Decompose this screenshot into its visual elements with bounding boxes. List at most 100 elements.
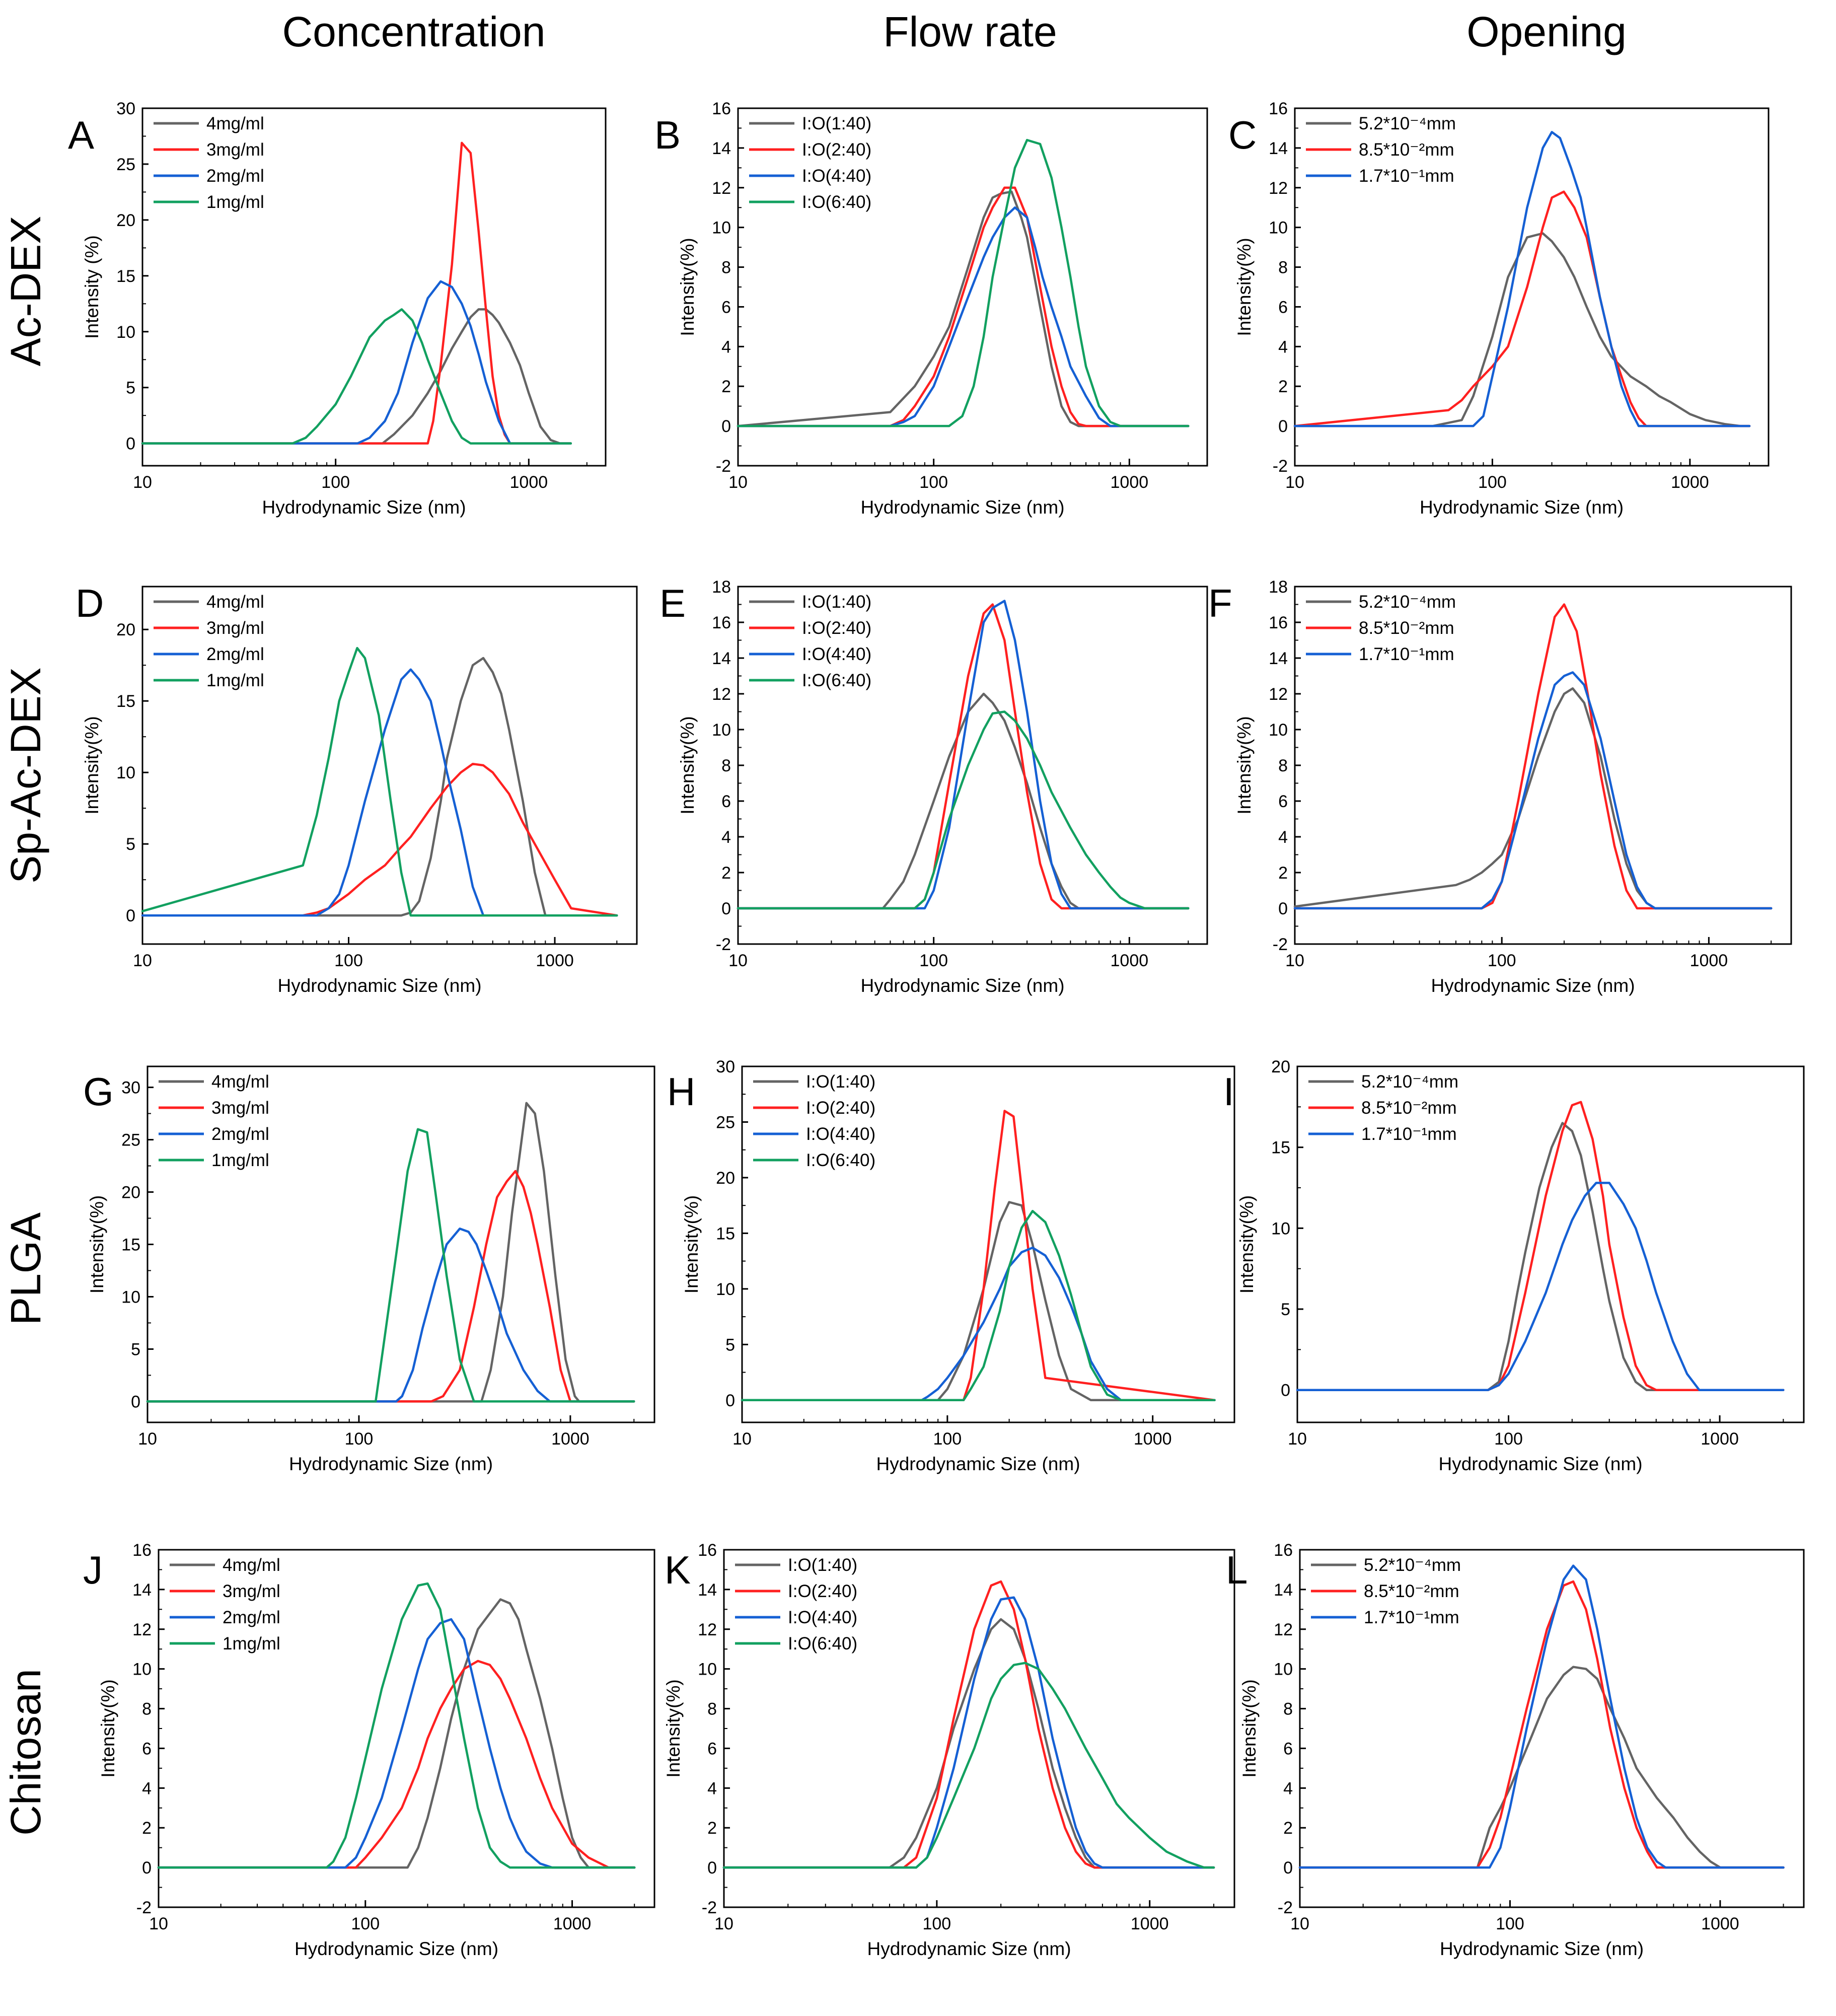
panel-letter: C: [1228, 113, 1257, 157]
y-tick-label: 4: [1283, 1779, 1293, 1798]
panel-letter: B: [654, 113, 681, 157]
y-tick-label: 12: [1269, 685, 1288, 704]
legend-label: I:O(1:40): [806, 1072, 875, 1092]
y-tick-label: 6: [707, 1739, 717, 1758]
series-line-3: [737, 600, 1190, 910]
x-tick-label: 100: [345, 1429, 374, 1449]
legend-label: I:O(4:40): [802, 644, 871, 664]
x-axis-title: Hydrodynamic Size (nm): [860, 497, 1064, 518]
panel-letter: H: [667, 1069, 695, 1114]
legend-label: I:O(2:40): [788, 1581, 857, 1601]
y-tick-label: 2: [721, 863, 731, 883]
y-axis-title: Intensity(%): [681, 1195, 702, 1293]
x-axis-title: Hydrodynamic Size (nm): [1431, 975, 1635, 996]
y-tick-label: 15: [121, 1236, 140, 1255]
legend-label: 8.5*10⁻²mm: [1364, 1581, 1459, 1601]
x-tick-label: 1000: [536, 951, 574, 970]
y-tick-label: 25: [116, 155, 135, 174]
x-tick-label: 10: [728, 473, 748, 492]
y-tick-label: 8: [721, 258, 731, 277]
panel-letter: D: [76, 581, 104, 625]
x-tick-label: 100: [933, 1429, 962, 1449]
legend-label: 1.7*10⁻¹mm: [1361, 1124, 1457, 1144]
y-tick-label: 10: [1269, 721, 1288, 740]
x-axis-title: Hydrodynamic Size (nm): [1440, 1938, 1644, 1959]
series-line-2: [741, 1110, 1216, 1402]
legend-label: I:O(6:40): [788, 1634, 857, 1653]
y-tick-label: 10: [712, 721, 731, 740]
legend-label: I:O(2:40): [802, 140, 871, 160]
y-tick-label: 10: [116, 323, 135, 342]
series-line-3: [1298, 1564, 1785, 1869]
y-tick-label: 0: [1283, 1858, 1293, 1878]
panel-letter: G: [83, 1069, 114, 1114]
series-line-4: [722, 1662, 1215, 1869]
y-axis-title: Intensity(%): [98, 1679, 118, 1777]
y-tick-label: 16: [712, 613, 731, 632]
series-line-1: [157, 1598, 636, 1869]
plot-frame: [141, 586, 638, 945]
x-tick-label: 1000: [1131, 1914, 1169, 1933]
y-axis-title: Intensity (%): [82, 235, 102, 339]
legend-label: 5.2*10⁻⁴mm: [1359, 592, 1456, 612]
series-line-2: [722, 1580, 1215, 1869]
legend-label: 5.2*10⁻⁴mm: [1361, 1072, 1458, 1092]
y-tick-label: 0: [142, 1858, 152, 1878]
series-line-3: [1293, 671, 1773, 910]
plot-frame: [737, 586, 1208, 945]
legend-label: I:O(1:40): [802, 114, 871, 133]
y-axis-title: Intensity(%): [677, 716, 698, 814]
legend-label: 1mg/ml: [211, 1150, 269, 1170]
y-tick-label: -2: [716, 935, 731, 954]
x-tick-label: 100: [1494, 1429, 1523, 1449]
y-tick-label: 20: [116, 211, 135, 230]
x-tick-label: 100: [334, 951, 363, 970]
column-header-opening: Opening: [1466, 8, 1627, 55]
x-tick-label: 100: [1488, 951, 1516, 970]
series-line-3: [741, 1246, 1216, 1402]
plot-frame: [1299, 1549, 1805, 1908]
series-line-3: [141, 668, 618, 917]
legend-label: I:O(4:40): [788, 1608, 857, 1627]
y-tick-label: 5: [131, 1340, 140, 1359]
y-tick-label: 15: [116, 692, 135, 711]
y-tick-label: -2: [136, 1898, 152, 1917]
y-tick-label: 2: [1278, 863, 1288, 883]
chart-panel-k: K -2 0 2 4 6 8 10 12 14 16 10 100 1000 Hydrodynamic Si…: [663, 1541, 1235, 1959]
y-tick-label: 4: [1278, 337, 1288, 356]
legend-label: I:O(2:40): [802, 618, 871, 638]
series-line-4: [141, 646, 618, 917]
y-tick-label: 20: [716, 1169, 735, 1188]
series-line-1: [737, 692, 1190, 910]
chart-panel-l: L -2 0 2 4 6 8 10 12 14 16 10 100 1000 Hydrodynamic Si…: [1226, 1541, 1805, 1959]
x-tick-label: 10: [133, 951, 152, 970]
chart-panel-g: G 0 5 10 15 20 25 30 10 100 1000 Hydrodynamic Size …: [83, 1065, 655, 1474]
y-tick-label: 16: [132, 1541, 152, 1560]
y-tick-label: 5: [126, 379, 135, 398]
y-tick-label: 8: [1278, 258, 1288, 277]
y-tick-label: 14: [1269, 649, 1288, 668]
legend-label: I:O(6:40): [802, 671, 871, 690]
legend-label: I:O(6:40): [802, 192, 871, 212]
column-header-concentration: Concentration: [282, 8, 546, 55]
y-tick-label: 0: [1278, 417, 1288, 436]
y-tick-label: -2: [1278, 1898, 1293, 1917]
y-tick-label: 12: [712, 179, 731, 198]
plot-frame: [1296, 1065, 1805, 1423]
y-axis-title: Intensity(%): [87, 1195, 107, 1293]
y-axis-title: Intensity(%): [1236, 1195, 1257, 1293]
legend-label: 4mg/ml: [206, 114, 264, 133]
legend-label: 3mg/ml: [206, 140, 264, 160]
legend-label: 4mg/ml: [211, 1072, 269, 1092]
y-axis-title: Intensity(%): [1239, 1679, 1260, 1777]
x-tick-label: 100: [922, 1914, 951, 1933]
series-line-3: [722, 1596, 1215, 1869]
y-tick-label: 20: [1271, 1057, 1290, 1076]
y-tick-label: 10: [1274, 1660, 1293, 1679]
series-line-2: [141, 141, 572, 445]
x-tick-label: 1000: [551, 1429, 590, 1449]
series-line-2: [1298, 1580, 1785, 1869]
panel-letter: E: [659, 581, 686, 625]
y-tick-label: 6: [142, 1739, 152, 1758]
